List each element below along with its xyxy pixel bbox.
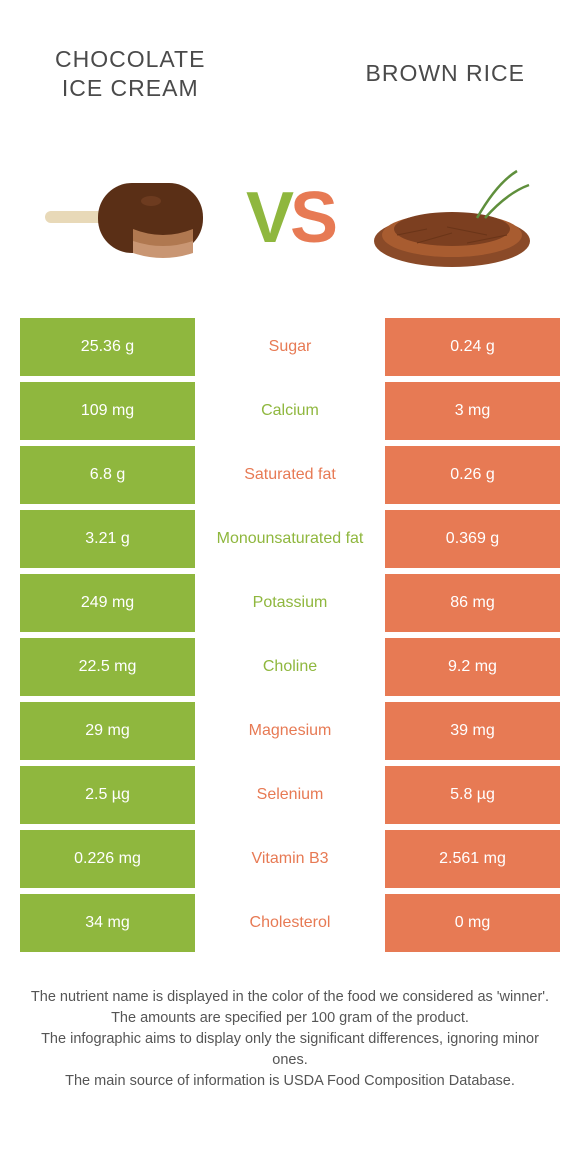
nutrient-label: Potassium: [195, 574, 385, 632]
nutrient-label: Saturated fat: [195, 446, 385, 504]
food-right-image: [354, 158, 539, 278]
value-left: 249 mg: [20, 574, 195, 632]
table-row: 3.21 gMonounsaturated fat0.369 g: [20, 510, 560, 568]
header: CHOCOLATE ICE CREAM BROWN RICE: [0, 0, 580, 103]
vs-label: VS: [246, 182, 334, 254]
nutrient-label: Cholesterol: [195, 894, 385, 952]
value-right: 5.8 µg: [385, 766, 560, 824]
footnote-line: The amounts are specified per 100 gram o…: [30, 1008, 550, 1029]
vs-row: VS: [0, 158, 580, 278]
footnote-line: The main source of information is USDA F…: [30, 1071, 550, 1092]
food-left-title: CHOCOLATE ICE CREAM: [55, 45, 205, 103]
table-row: 0.226 mgVitamin B32.561 mg: [20, 830, 560, 888]
footnotes: The nutrient name is displayed in the co…: [30, 987, 550, 1092]
table-row: 34 mgCholesterol0 mg: [20, 894, 560, 952]
value-left: 34 mg: [20, 894, 195, 952]
nutrient-label: Choline: [195, 638, 385, 696]
food-right-title: BROWN RICE: [366, 59, 526, 88]
value-right: 0.26 g: [385, 446, 560, 504]
value-right: 0 mg: [385, 894, 560, 952]
nutrient-label: Selenium: [195, 766, 385, 824]
table-row: 29 mgMagnesium39 mg: [20, 702, 560, 760]
table-row: 6.8 gSaturated fat0.26 g: [20, 446, 560, 504]
nutrient-label: Monounsaturated fat: [195, 510, 385, 568]
nutrient-label: Vitamin B3: [195, 830, 385, 888]
value-left: 0.226 mg: [20, 830, 195, 888]
table-row: 109 mgCalcium3 mg: [20, 382, 560, 440]
nutrient-label: Sugar: [195, 318, 385, 376]
value-left: 29 mg: [20, 702, 195, 760]
value-right: 2.561 mg: [385, 830, 560, 888]
table-row: 249 mgPotassium86 mg: [20, 574, 560, 632]
value-right: 9.2 mg: [385, 638, 560, 696]
value-left: 25.36 g: [20, 318, 195, 376]
value-right: 3 mg: [385, 382, 560, 440]
value-right: 0.369 g: [385, 510, 560, 568]
table-row: 22.5 mgCholine9.2 mg: [20, 638, 560, 696]
value-left: 22.5 mg: [20, 638, 195, 696]
nutrient-label: Magnesium: [195, 702, 385, 760]
value-right: 0.24 g: [385, 318, 560, 376]
footnote-line: The nutrient name is displayed in the co…: [30, 987, 550, 1008]
nutrient-table: 25.36 gSugar0.24 g 109 mgCalcium3 mg 6.8 g…: [20, 318, 560, 952]
food-left-image: [41, 158, 226, 278]
nutrient-label: Calcium: [195, 382, 385, 440]
value-right: 86 mg: [385, 574, 560, 632]
value-left: 109 mg: [20, 382, 195, 440]
footnote-line: The infographic aims to display only the…: [30, 1029, 550, 1071]
value-left: 2.5 µg: [20, 766, 195, 824]
table-row: 25.36 gSugar0.24 g: [20, 318, 560, 376]
value-left: 6.8 g: [20, 446, 195, 504]
table-row: 2.5 µgSelenium5.8 µg: [20, 766, 560, 824]
value-left: 3.21 g: [20, 510, 195, 568]
value-right: 39 mg: [385, 702, 560, 760]
